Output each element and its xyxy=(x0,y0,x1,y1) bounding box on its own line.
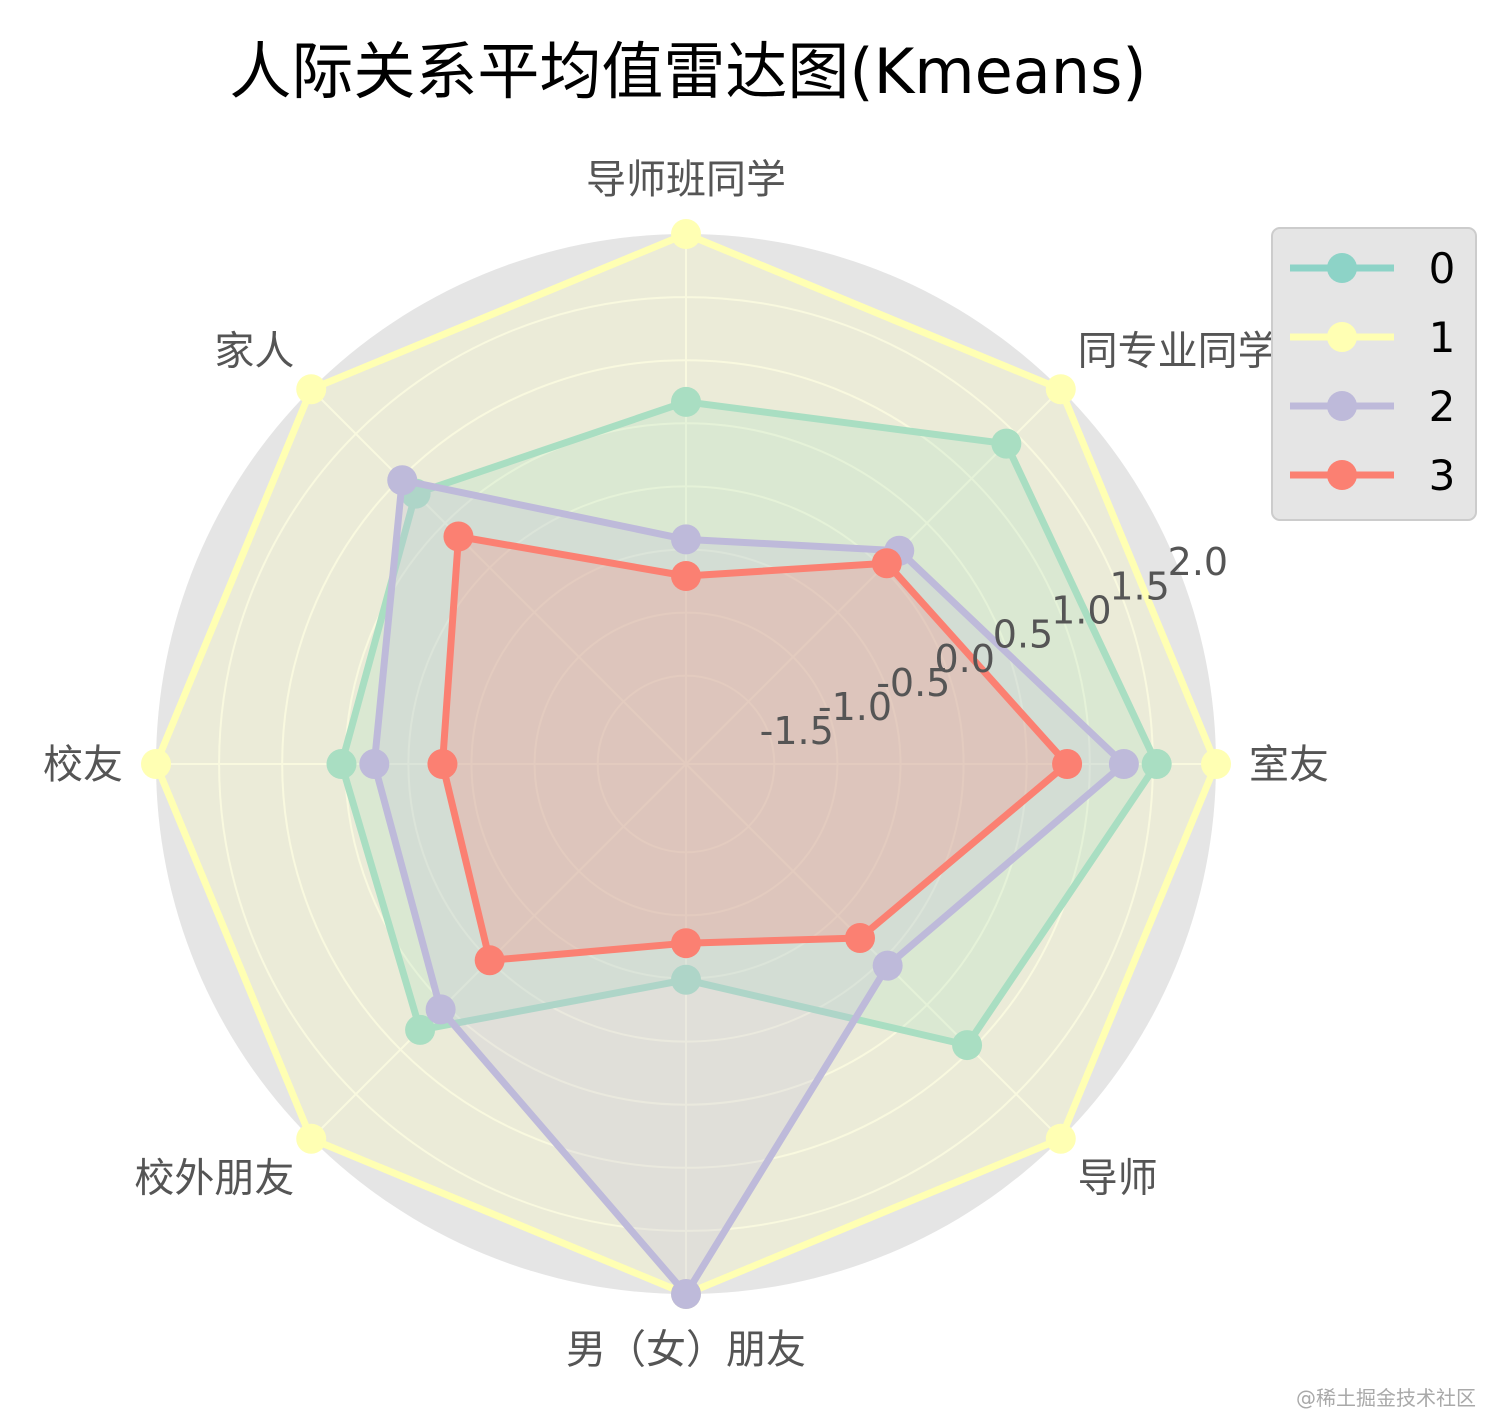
series-0-point xyxy=(671,964,701,995)
series-3-fill xyxy=(442,536,1068,961)
r-tick-label: -0.5 xyxy=(876,661,950,705)
series-3-point xyxy=(844,922,875,953)
series-1-point xyxy=(1201,749,1231,779)
category-label: 校外朋友 xyxy=(134,1156,294,1202)
r-tick-label: -1.0 xyxy=(818,685,892,729)
series-3-point xyxy=(427,749,458,779)
category-label: 男（女）朋友 xyxy=(566,1327,806,1373)
series-0-point xyxy=(405,1014,436,1045)
r-tick-label: 1.0 xyxy=(1051,588,1111,632)
series-3-point xyxy=(671,928,701,959)
series-2-point xyxy=(425,994,456,1025)
series-2-point xyxy=(1108,749,1139,779)
category-label: 导师 xyxy=(1078,1156,1158,1202)
r-tick-label: 2.0 xyxy=(1168,540,1228,584)
chart-title: 人际关系平均值雷达图(Kmeans) xyxy=(229,35,1146,108)
category-label: 同专业同学 xyxy=(1078,328,1278,374)
series-0-point xyxy=(1141,749,1172,779)
series-2-point xyxy=(872,950,903,981)
r-tick-label: 0.5 xyxy=(993,613,1053,657)
legend: 0 1 2 3 xyxy=(1271,227,1477,521)
series-0-point xyxy=(952,1030,983,1061)
series-2-point xyxy=(387,465,418,496)
series-3-point xyxy=(443,521,474,552)
legend-marker xyxy=(1327,391,1357,421)
r-tick-label: 1.5 xyxy=(1109,564,1169,608)
legend-marker xyxy=(1327,322,1357,352)
legend-label: 1 xyxy=(1429,313,1456,362)
category-label: 导师班同学 xyxy=(586,157,786,203)
category-label: 室友 xyxy=(1249,742,1329,788)
series-0-point xyxy=(326,749,357,779)
series-0-point xyxy=(671,386,701,417)
grid-spoke xyxy=(685,763,1062,1140)
series-3-point xyxy=(871,548,902,579)
legend-box xyxy=(1271,227,1477,521)
series-0-point xyxy=(991,428,1022,459)
grid-spoke xyxy=(310,388,687,765)
series-2-point xyxy=(671,1279,701,1309)
series-1-point xyxy=(671,219,701,249)
legend-marker xyxy=(1327,253,1357,283)
series-2-fill xyxy=(374,480,1124,1294)
plot-area: -1.5-1.0-0.50.00.51.01.52.0 室友 同专业同学 导师班同学家… xyxy=(43,157,1329,1373)
category-label: 校友 xyxy=(43,742,123,788)
r-tick-label: 0.0 xyxy=(934,637,994,681)
series-1-point xyxy=(296,374,327,405)
legend-marker xyxy=(1327,460,1357,490)
category-label: 家人 xyxy=(214,328,294,374)
legend-label: 3 xyxy=(1429,451,1456,500)
series-2-point xyxy=(359,749,390,779)
legend-label: 2 xyxy=(1429,382,1456,431)
r-tick-label: -1.5 xyxy=(760,709,834,753)
series-2-point xyxy=(671,524,701,555)
series-3-point xyxy=(671,560,701,591)
series-1-fill xyxy=(156,234,1216,1294)
legend-label: 0 xyxy=(1429,244,1456,293)
series-1-point xyxy=(141,749,171,779)
series-1-point xyxy=(1045,374,1076,405)
series-3-point xyxy=(1052,749,1083,779)
series-0-fill xyxy=(341,401,1157,1046)
series-1-point xyxy=(1045,1123,1076,1154)
watermark: @稀土掘金技术社区 xyxy=(1296,1386,1476,1410)
series-3-point xyxy=(474,945,505,976)
series-1-point xyxy=(296,1123,327,1154)
